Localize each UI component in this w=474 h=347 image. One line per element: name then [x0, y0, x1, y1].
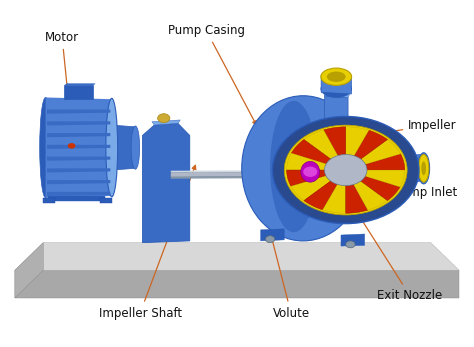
Text: Pump Inlet: Pump Inlet: [393, 178, 457, 199]
Polygon shape: [324, 96, 348, 120]
Text: Impeller Shaft: Impeller Shaft: [99, 165, 196, 320]
Wedge shape: [346, 139, 401, 170]
Polygon shape: [15, 243, 43, 298]
Polygon shape: [46, 98, 112, 198]
Circle shape: [346, 241, 355, 248]
Circle shape: [68, 143, 75, 149]
Polygon shape: [171, 174, 318, 179]
Polygon shape: [171, 170, 318, 172]
Polygon shape: [100, 198, 112, 203]
Ellipse shape: [270, 101, 318, 232]
Ellipse shape: [131, 126, 140, 169]
Polygon shape: [48, 196, 105, 201]
Ellipse shape: [242, 96, 365, 241]
Polygon shape: [47, 180, 110, 184]
Ellipse shape: [301, 161, 319, 182]
Polygon shape: [261, 229, 284, 241]
Polygon shape: [112, 125, 136, 170]
Ellipse shape: [106, 98, 118, 197]
Polygon shape: [47, 156, 110, 161]
Polygon shape: [47, 110, 110, 114]
Polygon shape: [400, 154, 424, 182]
Circle shape: [157, 114, 170, 123]
Polygon shape: [64, 84, 95, 85]
Circle shape: [284, 125, 407, 215]
Wedge shape: [304, 130, 346, 170]
Ellipse shape: [419, 154, 429, 182]
Circle shape: [324, 154, 367, 186]
Wedge shape: [346, 170, 400, 201]
Polygon shape: [47, 121, 110, 126]
Polygon shape: [43, 198, 55, 203]
Ellipse shape: [327, 71, 346, 82]
Circle shape: [273, 117, 419, 223]
Polygon shape: [321, 75, 351, 94]
Wedge shape: [324, 127, 346, 170]
Text: Exit Nozzle: Exit Nozzle: [360, 217, 443, 302]
Wedge shape: [346, 130, 387, 170]
Ellipse shape: [321, 80, 352, 98]
Wedge shape: [292, 170, 346, 211]
Polygon shape: [15, 270, 459, 298]
Wedge shape: [346, 170, 387, 210]
Ellipse shape: [273, 103, 315, 234]
Wedge shape: [292, 139, 346, 170]
Circle shape: [303, 167, 318, 177]
Polygon shape: [341, 234, 365, 246]
Polygon shape: [171, 172, 318, 177]
Polygon shape: [47, 168, 110, 172]
Ellipse shape: [40, 98, 52, 198]
Wedge shape: [346, 127, 369, 170]
Polygon shape: [324, 93, 349, 98]
Wedge shape: [287, 170, 346, 186]
Circle shape: [265, 236, 275, 243]
Wedge shape: [346, 154, 405, 170]
Text: Motor: Motor: [45, 31, 79, 150]
Wedge shape: [304, 170, 346, 210]
Wedge shape: [346, 170, 405, 187]
Polygon shape: [143, 124, 190, 243]
Polygon shape: [47, 133, 110, 137]
Wedge shape: [291, 170, 346, 201]
Ellipse shape: [321, 68, 352, 85]
Text: Pump Casing: Pump Casing: [168, 24, 256, 125]
Polygon shape: [47, 145, 110, 149]
Polygon shape: [47, 192, 110, 196]
Polygon shape: [64, 85, 93, 99]
Wedge shape: [323, 170, 346, 213]
Polygon shape: [15, 243, 459, 270]
Ellipse shape: [396, 153, 407, 184]
Polygon shape: [152, 120, 180, 125]
Ellipse shape: [418, 153, 429, 184]
Wedge shape: [287, 153, 346, 170]
Ellipse shape: [421, 161, 426, 175]
Text: Volute: Volute: [258, 190, 310, 320]
Text: Impeller: Impeller: [381, 119, 457, 134]
Wedge shape: [346, 170, 368, 213]
